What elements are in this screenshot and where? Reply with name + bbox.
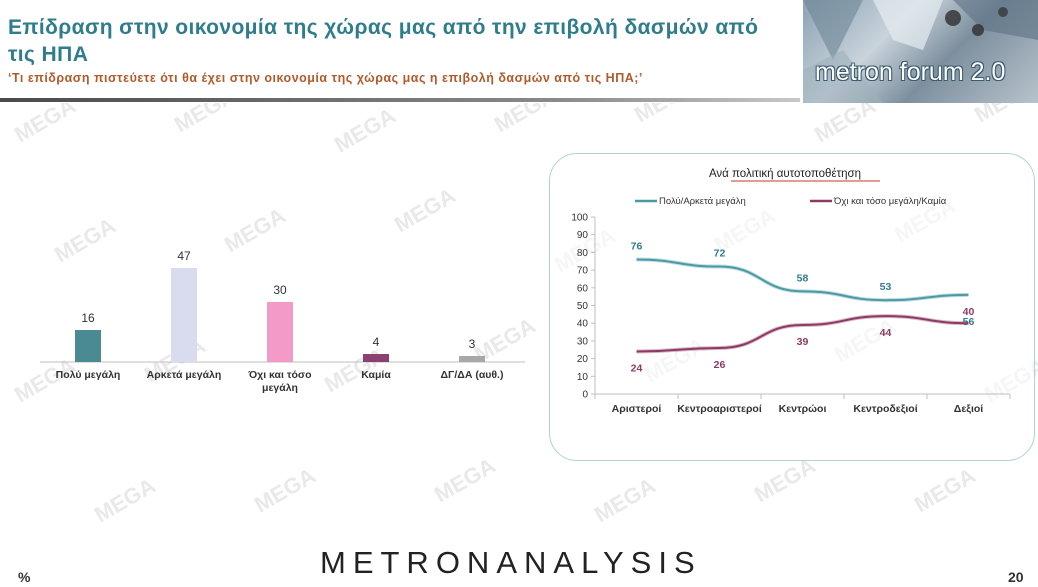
watermark-text: MEGA <box>970 103 1038 127</box>
page-number: 20 <box>1008 569 1024 585</box>
bar-chart: 16 Πολύ μεγάλη 47 Αρκετά μεγάλη 30 Όχι και τό… <box>40 249 525 394</box>
y-tick-label: 30 <box>577 336 589 347</box>
bar-value-label: 47 <box>177 249 191 263</box>
series-data-label: 56 <box>963 316 975 328</box>
bar <box>171 268 197 362</box>
watermark-text: MEGA <box>10 103 80 147</box>
bar <box>459 356 485 362</box>
series-line <box>636 315 969 353</box>
unit-label: % <box>18 569 31 585</box>
bar-value-label: 16 <box>81 311 95 325</box>
bar <box>267 302 293 362</box>
logo-text: metron forum 2.0 <box>815 58 1006 86</box>
series-data-label: 40 <box>963 306 975 318</box>
bar-category-label: Αρκετά μεγάλη <box>147 369 222 381</box>
watermark-text: MEGA <box>90 473 160 528</box>
series-data-label: 24 <box>631 363 643 375</box>
bar-category-label: μεγάλη <box>262 382 298 394</box>
line-chart-title: Ανά πολιτική αυτοτοποθέτηση <box>709 168 861 180</box>
series-data-label: 72 <box>714 248 726 260</box>
logo-banner: metron forum 2.0 <box>803 0 1038 103</box>
y-tick-label: 10 <box>577 372 589 383</box>
right-chart-panel <box>549 153 1035 461</box>
y-tick-label: 60 <box>577 283 589 294</box>
series-line <box>636 258 969 302</box>
watermark-text: MEGA <box>330 103 400 157</box>
series-data-label: 26 <box>714 359 726 371</box>
header: Επίδραση στην οικονομία της χώρας μας απ… <box>0 0 1038 103</box>
watermark-text: MEGA <box>810 103 880 147</box>
watermark-text: MEGA <box>390 183 460 238</box>
y-tick-label: 20 <box>577 354 589 365</box>
legend-label: Πολύ/Αρκετά μεγάλη <box>659 196 746 207</box>
watermark-text: MEGA <box>430 453 500 508</box>
series-data-label: 58 <box>797 272 809 284</box>
logo-backdrop-image <box>803 0 1038 103</box>
x-category-label: Κεντροαριστεροί <box>677 403 762 415</box>
footer-brand: METRONANALYSIS <box>320 545 702 581</box>
bar-category-label: Όχι και τόσο <box>247 369 311 381</box>
x-category-label: Δεξιοί <box>954 403 984 415</box>
bar-value-label: 3 <box>469 337 476 351</box>
page-title: Επίδραση στην οικονομία της χώρας μας απ… <box>8 16 759 66</box>
y-tick-label: 40 <box>577 319 589 330</box>
x-category-label: Κεντροδεξιοί <box>853 403 917 415</box>
page-subtitle: ‘Τι επίδραση πιστεύετε ότι θα έχει στην … <box>8 71 643 85</box>
footer-brand-text: METRONANALYSIS <box>320 545 702 580</box>
bar-category-label: ΔΓ/ΔΑ (αυθ.) <box>441 369 504 381</box>
bar-category-label: Πολύ μεγάλη <box>56 369 121 381</box>
y-tick-label: 80 <box>577 248 589 259</box>
series-data-label: 53 <box>880 281 892 293</box>
bar <box>75 330 101 362</box>
bar-value-label: 4 <box>373 335 380 349</box>
watermark-text: MEGA <box>170 103 240 137</box>
series-data-label: 76 <box>631 240 643 252</box>
x-category-label: Κεντρώοι <box>779 403 827 415</box>
watermark-text: MEGA <box>250 463 320 518</box>
line-chart: Ανά πολιτική αυτοτοποθέτηση Πολύ/Αρκετά μ… <box>571 168 1011 415</box>
y-tick-label: 100 <box>571 213 588 224</box>
bar <box>363 354 389 362</box>
series-data-label: 39 <box>797 336 809 348</box>
y-tick-label: 0 <box>582 390 588 401</box>
x-category-label: Αριστεροί <box>612 403 662 415</box>
header-divider <box>0 98 800 102</box>
bar-value-label: 30 <box>273 283 287 297</box>
series-data-label: 44 <box>880 327 892 339</box>
legend-label: Όχι και τόσο μεγάλη/Καμία <box>833 196 947 207</box>
watermark-text: MEGA <box>490 103 560 137</box>
bar-category-label: Καμία <box>361 369 391 381</box>
watermark-text: MEGA <box>630 103 700 127</box>
watermark-text: MEGA <box>590 473 660 528</box>
y-tick-label: 90 <box>577 230 589 241</box>
y-tick-label: 70 <box>577 266 589 277</box>
watermark-text: MEGA <box>910 463 980 518</box>
y-tick-label: 50 <box>577 301 589 312</box>
